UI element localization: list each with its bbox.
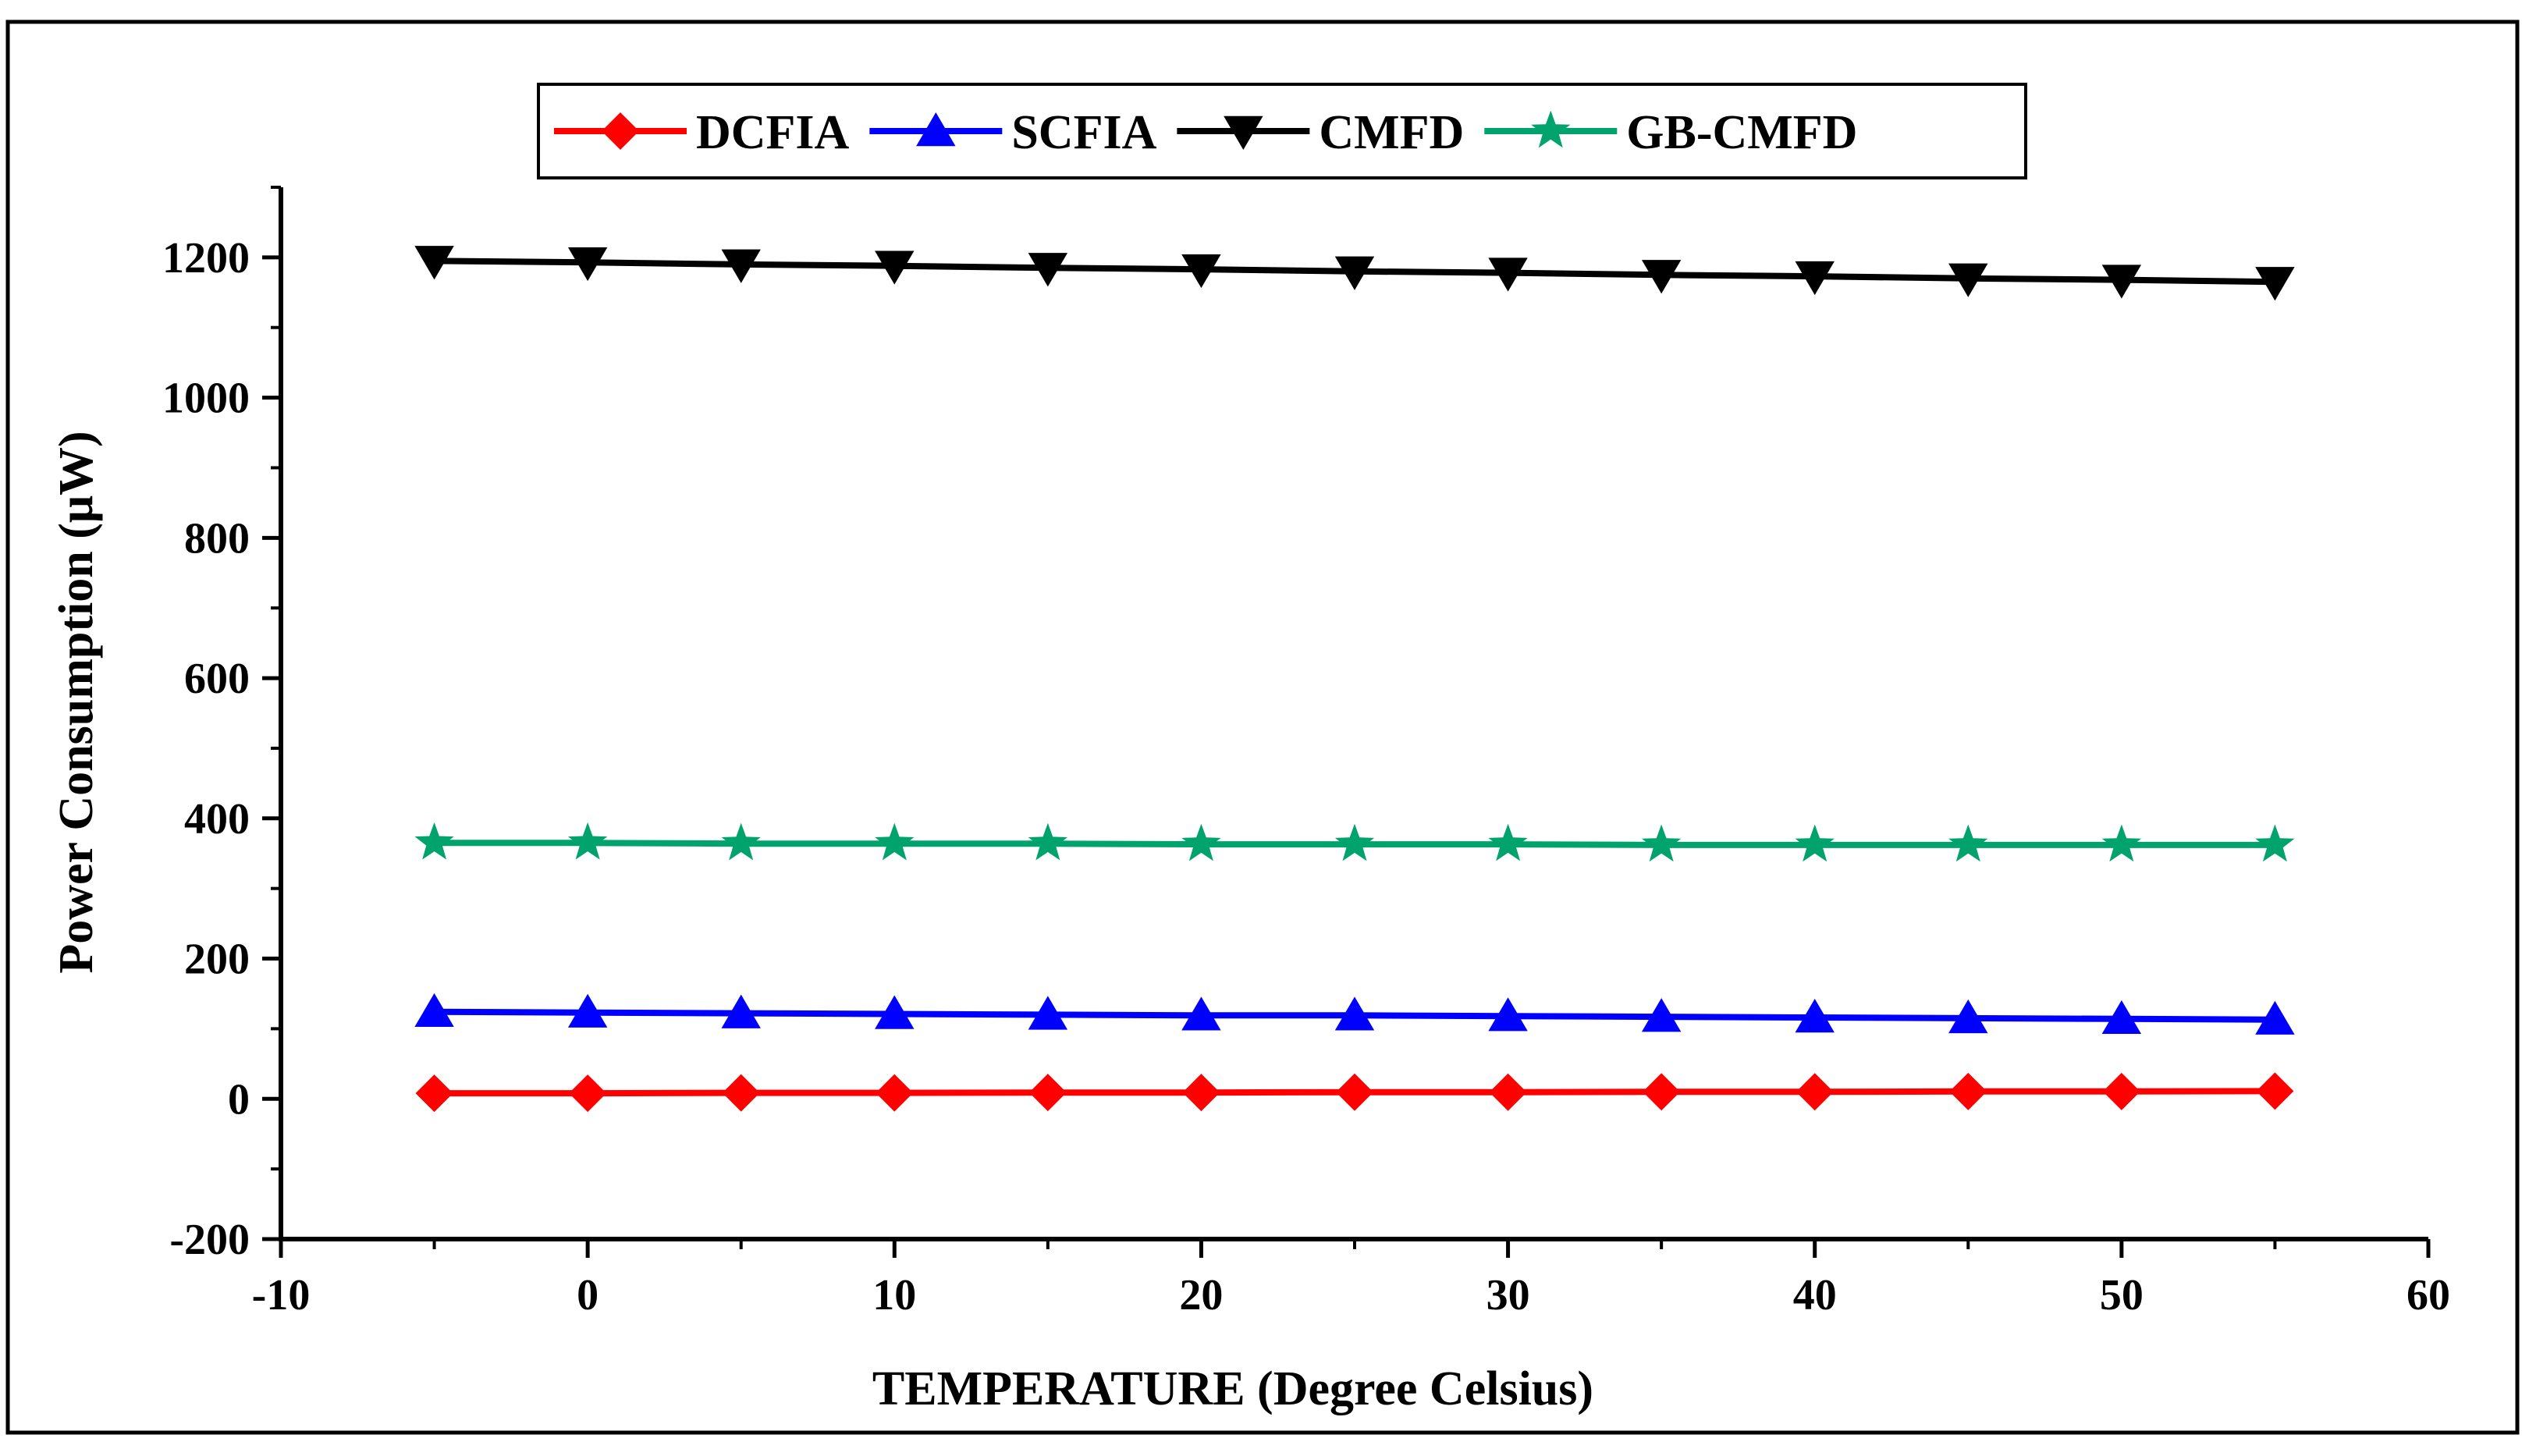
data-point-scfia — [875, 995, 915, 1029]
data-point-dcfia — [1028, 1074, 1067, 1112]
series-cmfd — [414, 246, 2295, 301]
data-point-dcfia — [2256, 1072, 2294, 1110]
data-point-cmfd — [1334, 256, 1375, 290]
data-point-cmfd — [1641, 260, 1682, 294]
data-point-gb-cmfd — [1795, 824, 1835, 862]
data-point-scfia — [1948, 999, 1988, 1034]
data-point-dcfia — [569, 1074, 607, 1113]
data-point-cmfd — [1488, 257, 1528, 292]
series-gb-cmfd — [414, 822, 2295, 862]
data-point-dcfia — [1643, 1073, 1681, 1111]
data-point-scfia — [721, 994, 761, 1028]
series-dcfia — [415, 1072, 2294, 1113]
y-tick-label: 400 — [184, 795, 250, 843]
data-point-gb-cmfd — [568, 822, 608, 860]
data-point-cmfd — [2101, 265, 2142, 299]
data-point-cmfd — [1181, 254, 1221, 289]
legend-marker-gb-cmfd — [1531, 110, 1571, 148]
y-tick-label: 1000 — [162, 375, 250, 423]
data-point-gb-cmfd — [1181, 823, 1221, 861]
data-point-gb-cmfd — [1642, 824, 1682, 862]
data-point-cmfd — [721, 249, 761, 283]
y-axis-title: Power Consumption (μW) — [50, 431, 103, 973]
legend-label-gb-cmfd: GB-CMFD — [1626, 106, 1857, 159]
x-axis-title: TEMPERATURE (Degree Celsius) — [872, 1362, 1593, 1415]
data-point-scfia — [1334, 996, 1375, 1031]
data-point-scfia — [2101, 1000, 2142, 1035]
legend-marker-cmfd — [1224, 115, 1263, 150]
legend-label-scfia: SCFIA — [1011, 106, 1156, 159]
data-point-cmfd — [414, 246, 454, 280]
data-point-scfia — [1488, 997, 1528, 1032]
series-scfia — [414, 993, 2295, 1035]
legend-label-dcfia: DCFIA — [696, 106, 850, 159]
data-point-scfia — [567, 993, 608, 1028]
data-point-cmfd — [2255, 267, 2295, 301]
axes: -200 0 200 400 600 800 1000 1200 -10 0 10 20 30 40 50 6… — [162, 186, 2450, 1319]
data-point-scfia — [1641, 998, 1682, 1032]
data-point-scfia — [2255, 1000, 2295, 1035]
data-point-gb-cmfd — [721, 822, 761, 861]
data-point-scfia — [414, 993, 454, 1028]
data-point-gb-cmfd — [1948, 824, 1988, 862]
data-point-gb-cmfd — [2101, 824, 2141, 862]
x-tick-label: 60 — [2406, 1271, 2450, 1319]
data-point-gb-cmfd — [1028, 822, 1067, 861]
x-tick-label: 10 — [872, 1271, 916, 1319]
x-tick-label: 40 — [1793, 1271, 1837, 1319]
y-tick-label: -200 — [169, 1216, 250, 1264]
y-tick-label: 200 — [184, 936, 250, 984]
data-point-dcfia — [722, 1074, 760, 1112]
data-point-cmfd — [1795, 261, 1835, 296]
data-point-dcfia — [1182, 1074, 1220, 1112]
legend-marker-scfia — [916, 112, 956, 147]
y-tick-label: 800 — [184, 514, 250, 563]
data-point-dcfia — [415, 1074, 453, 1113]
y-tick-label: 600 — [184, 655, 250, 703]
data-point-dcfia — [1949, 1072, 1987, 1110]
x-tick-label: 50 — [2100, 1271, 2144, 1319]
data-point-dcfia — [1336, 1073, 1373, 1111]
legend: DCFIA SCFIA CMFD GB-CMFD — [537, 83, 2027, 179]
y-tick-label: 0 — [228, 1075, 250, 1124]
data-point-dcfia — [1796, 1073, 1834, 1111]
data-point-cmfd — [1948, 263, 1988, 297]
data-point-gb-cmfd — [414, 822, 454, 860]
legend-label-cmfd: CMFD — [1319, 106, 1464, 159]
data-point-dcfia — [2102, 1072, 2140, 1110]
data-point-gb-cmfd — [1334, 823, 1375, 861]
data-point-cmfd — [875, 250, 915, 285]
data-point-scfia — [1181, 996, 1221, 1031]
x-tick-label: 30 — [1486, 1271, 1530, 1319]
data-point-dcfia — [876, 1074, 914, 1112]
x-tick-label: 0 — [577, 1271, 599, 1319]
x-tick-label: -10 — [252, 1271, 311, 1319]
data-point-cmfd — [567, 247, 608, 282]
legend-marker-dcfia — [602, 112, 639, 150]
data-point-gb-cmfd — [2255, 824, 2295, 862]
data-point-cmfd — [1028, 253, 1068, 287]
y-tick-label: 1200 — [162, 234, 250, 282]
data-point-scfia — [1028, 996, 1068, 1030]
data-point-gb-cmfd — [875, 822, 915, 861]
data-point-dcfia — [1489, 1073, 1527, 1111]
data-point-scfia — [1795, 999, 1835, 1033]
data-point-gb-cmfd — [1488, 823, 1528, 861]
outer-frame — [5, 20, 2520, 1435]
series-group — [414, 246, 2295, 1113]
x-tick-label: 20 — [1179, 1271, 1223, 1319]
